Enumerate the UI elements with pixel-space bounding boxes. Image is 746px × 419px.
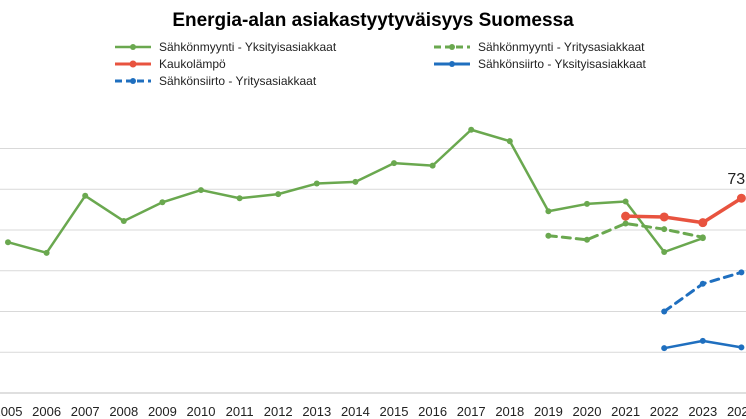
x-tick-label: 2024 — [727, 404, 746, 419]
data-point — [352, 178, 359, 185]
series-line-4 — [662, 270, 743, 313]
data-point — [82, 192, 89, 199]
data-point — [120, 218, 127, 225]
data-point — [584, 200, 590, 207]
x-tick-label: 2010 — [187, 404, 216, 419]
x-tick-label: 2012 — [264, 404, 293, 419]
x-tick-label: 2009 — [148, 404, 177, 419]
legend-swatch-sahkonmyynti-yritys — [434, 44, 470, 50]
legend-item-sahkonsiirto-yksityis: Sähkönsiirto - Yksityisasiakkaat — [432, 56, 646, 72]
x-tick-label: 2006 — [32, 404, 61, 419]
data-point — [391, 160, 397, 167]
legend-item-sahkonsiirto-yritys: Sähkönsiirto - Yritysasiakkaat — [113, 73, 316, 89]
legend-item-kaukolampo: Kaukolämpö — [113, 56, 226, 72]
data-point — [699, 337, 706, 344]
data-point — [699, 234, 706, 241]
data-point — [661, 308, 668, 315]
x-tick-label: 2021 — [611, 404, 640, 419]
x-tick-label: 2007 — [71, 404, 100, 419]
data-point — [429, 162, 436, 169]
data-point — [159, 199, 166, 206]
data-point — [313, 180, 320, 187]
data-point — [5, 239, 11, 246]
data-point — [236, 195, 243, 202]
data-point — [699, 280, 706, 287]
x-tick-label: 2013 — [302, 404, 331, 419]
data-point — [198, 187, 204, 194]
data-point — [43, 249, 50, 256]
legend-swatch-sahkonsiirto-yritys — [115, 78, 151, 84]
legend-label: Sähkönmyynti - Yksityisasiakkaat — [159, 40, 337, 54]
legend-label: Sähkönsiirto - Yritysasiakkaat — [159, 74, 317, 88]
legend-swatch-sahkonmyynti-yksityis — [115, 44, 151, 50]
legend-swatch-sahkonsiirto-yksityis — [434, 61, 470, 67]
data-point — [622, 198, 629, 205]
data-point — [738, 269, 745, 276]
legend-item-sahkonmyynti-yritys: Sähkönmyynti - Yritysasiakkaat — [432, 39, 645, 55]
x-tick-label: 2020 — [573, 404, 602, 419]
x-tick-label: 2022 — [650, 404, 679, 419]
x-tick-label: 2023 — [688, 404, 717, 419]
legend-label: Sähkönmyynti - Yritysasiakkaat — [478, 40, 645, 54]
data-point — [698, 218, 708, 228]
x-tick-label: 2011 — [226, 404, 254, 419]
x-tick-label: 2018 — [495, 404, 524, 419]
data-point — [661, 345, 668, 352]
x-tick-label: 2015 — [380, 404, 409, 419]
legend-swatch-kaukolampo — [115, 60, 151, 68]
series-line-1 — [546, 221, 705, 242]
data-point — [545, 208, 552, 215]
data-point — [738, 344, 745, 351]
data-point — [545, 232, 552, 239]
data-point — [622, 220, 629, 227]
data-point — [468, 126, 475, 133]
data-label: 73, — [727, 171, 746, 188]
x-tick-label: 2005 — [0, 404, 22, 419]
x-tick-label: 2014 — [341, 404, 370, 419]
x-tick-label: 2008 — [109, 404, 138, 419]
data-point — [275, 191, 282, 198]
chart-title: Energia-alan asiakastyytyväisyys Suomess… — [172, 10, 574, 31]
data-point — [659, 212, 669, 222]
x-tick-label: 2019 — [534, 404, 563, 419]
legend-label: Kaukolämpö — [159, 57, 226, 71]
x-tick-label: 2016 — [418, 404, 447, 419]
data-point — [661, 226, 668, 233]
data-point — [621, 211, 631, 221]
data-point — [736, 193, 746, 203]
legend-item-sahkonmyynti-yksityis: Sähkönmyynti - Yksityisasiakkaat — [113, 39, 336, 55]
legend-label: Sähkönsiirto - Yksityisasiakkaat — [478, 57, 646, 71]
data-point — [661, 249, 668, 256]
x-tick-label: 2017 — [457, 404, 486, 419]
series-line-2 — [623, 196, 744, 225]
data-point — [584, 236, 590, 243]
data-point — [506, 138, 513, 145]
